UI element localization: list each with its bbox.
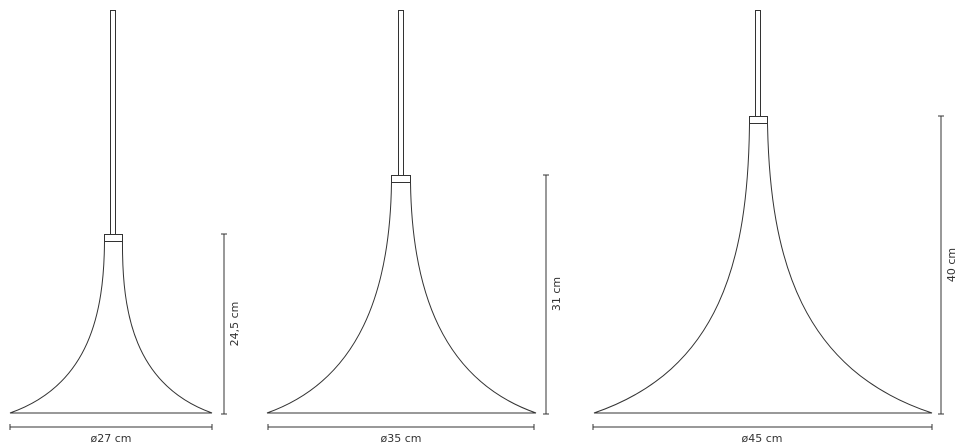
lamp-shade	[9, 241, 213, 414]
lamp-collar	[104, 234, 123, 242]
diameter-label: ø45 cm	[742, 432, 783, 445]
diameter-label: ø35 cm	[381, 432, 422, 445]
lamp-collar	[749, 116, 768, 124]
height-label: 24,5 cm	[228, 302, 241, 347]
height-label: 31 cm	[550, 277, 563, 311]
lamp-large	[592, 10, 944, 430]
lamp-shade	[593, 123, 933, 414]
suspension-rod	[755, 10, 761, 117]
lamp-small	[9, 10, 227, 430]
lamp-collar	[391, 175, 411, 183]
lamp-shade	[266, 182, 537, 414]
suspension-rod	[110, 10, 116, 235]
height-label: 40 cm	[945, 248, 956, 282]
diameter-label: ø27 cm	[91, 432, 132, 445]
lamp-medium	[266, 10, 549, 430]
suspension-rod	[398, 10, 404, 176]
